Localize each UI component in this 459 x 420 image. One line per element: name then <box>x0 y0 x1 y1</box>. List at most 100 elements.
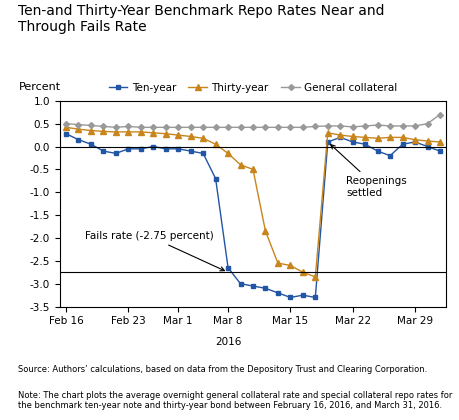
General collateral <box>325 123 330 129</box>
Thirty-year <box>250 167 255 172</box>
Thirty-year <box>337 133 342 138</box>
Ten-year <box>113 151 118 156</box>
General collateral <box>386 123 392 129</box>
Text: Note: The chart plots the average overnight general collateral rate and special : Note: The chart plots the average overni… <box>18 391 452 410</box>
Text: 2016: 2016 <box>214 337 241 347</box>
Line: General collateral: General collateral <box>64 113 441 129</box>
General collateral <box>349 124 355 129</box>
Ten-year <box>349 139 355 144</box>
General collateral <box>362 123 367 129</box>
Ten-year <box>424 144 429 149</box>
General collateral <box>125 124 131 129</box>
General collateral <box>287 125 292 130</box>
Ten-year <box>101 149 106 154</box>
Thirty-year <box>63 125 69 130</box>
Ten-year <box>76 137 81 142</box>
General collateral <box>138 125 143 130</box>
Line: Thirty-year: Thirty-year <box>63 125 442 280</box>
Text: Reopenings
settled: Reopenings settled <box>330 144 406 198</box>
Ten-year <box>250 284 255 289</box>
Thirty-year <box>325 130 330 135</box>
Ten-year <box>175 146 180 151</box>
Ten-year <box>312 295 317 300</box>
Thirty-year <box>424 139 429 144</box>
Thirty-year <box>411 137 417 142</box>
General collateral <box>63 121 69 126</box>
Thirty-year <box>113 129 118 134</box>
Ten-year <box>386 153 392 158</box>
General collateral <box>374 123 380 128</box>
General collateral <box>188 125 193 130</box>
Ten-year <box>150 144 156 149</box>
Thirty-year <box>299 270 305 275</box>
Thirty-year <box>312 274 317 279</box>
General collateral <box>88 123 94 128</box>
Thirty-year <box>175 133 180 138</box>
Text: Fails rate (-2.75 percent): Fails rate (-2.75 percent) <box>84 231 224 271</box>
Ten-year <box>362 142 367 147</box>
Thirty-year <box>188 134 193 139</box>
General collateral <box>299 125 305 130</box>
Ten-year <box>225 265 230 270</box>
Thirty-year <box>162 131 168 136</box>
General collateral <box>424 121 429 126</box>
Ten-year <box>399 142 404 147</box>
Thirty-year <box>287 263 292 268</box>
Ten-year <box>138 146 143 151</box>
Ten-year <box>88 142 94 147</box>
Thirty-year <box>262 228 268 234</box>
Thirty-year <box>125 129 131 134</box>
Ten-year <box>337 135 342 140</box>
General collateral <box>162 125 168 130</box>
Thirty-year <box>386 135 392 140</box>
Thirty-year <box>200 136 206 141</box>
Ten-year <box>374 149 380 154</box>
General collateral <box>262 125 268 130</box>
Text: Percent: Percent <box>18 82 61 92</box>
Ten-year <box>162 146 168 151</box>
General collateral <box>399 123 404 129</box>
General collateral <box>237 125 243 130</box>
Thirty-year <box>237 162 243 167</box>
General collateral <box>213 125 218 130</box>
Ten-year <box>237 281 243 286</box>
Ten-year <box>63 131 69 136</box>
Ten-year <box>411 139 417 144</box>
Thirty-year <box>349 134 355 139</box>
Thirty-year <box>274 261 280 266</box>
Thirty-year <box>436 139 442 144</box>
Ten-year <box>262 286 268 291</box>
General collateral <box>274 125 280 130</box>
Thirty-year <box>399 135 404 140</box>
Text: Source: Authors’ calculations, based on data from the Depository Trust and Clear: Source: Authors’ calculations, based on … <box>18 365 427 374</box>
Thirty-year <box>374 136 380 141</box>
General collateral <box>250 125 255 130</box>
General collateral <box>337 123 342 129</box>
Ten-year <box>200 151 206 156</box>
Line: Ten-year: Ten-year <box>63 131 442 300</box>
Thirty-year <box>362 135 367 140</box>
General collateral <box>312 124 317 129</box>
General collateral <box>225 125 230 130</box>
Ten-year <box>287 295 292 300</box>
Ten-year <box>436 149 442 154</box>
Thirty-year <box>225 151 230 156</box>
Ten-year <box>125 146 131 151</box>
General collateral <box>76 122 81 127</box>
Ten-year <box>213 176 218 181</box>
Ten-year <box>188 149 193 154</box>
Ten-year <box>325 139 330 144</box>
General collateral <box>150 125 156 130</box>
General collateral <box>200 125 206 130</box>
Thirty-year <box>138 129 143 134</box>
Text: Ten-and Thirty-Year Benchmark Repo Rates Near and
Through Fails Rate: Ten-and Thirty-Year Benchmark Repo Rates… <box>18 4 384 34</box>
General collateral <box>113 125 118 130</box>
Thirty-year <box>150 130 156 135</box>
Thirty-year <box>88 128 94 133</box>
Thirty-year <box>101 129 106 134</box>
General collateral <box>101 124 106 129</box>
General collateral <box>175 125 180 130</box>
Thirty-year <box>76 127 81 132</box>
Ten-year <box>299 293 305 298</box>
General collateral <box>436 112 442 117</box>
